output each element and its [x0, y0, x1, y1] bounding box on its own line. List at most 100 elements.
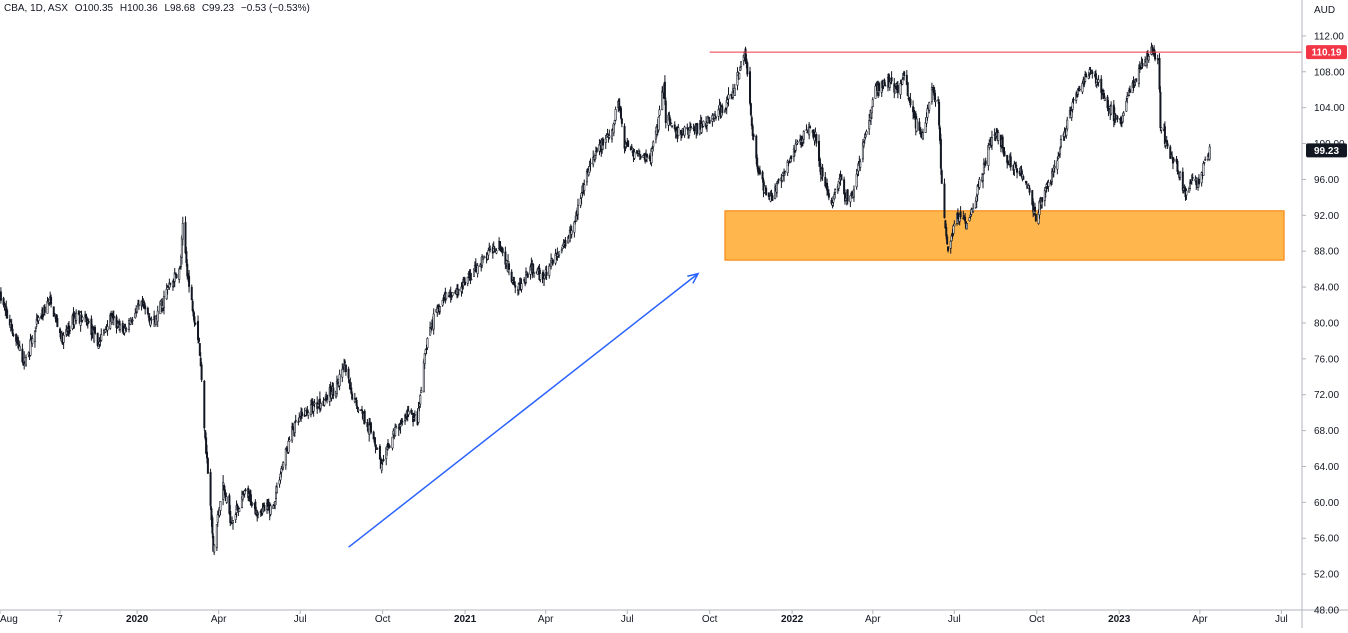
candle-body — [783, 170, 786, 173]
candle-body — [1033, 206, 1036, 212]
candle-body — [548, 265, 551, 276]
candle-body — [211, 517, 214, 534]
candle-body — [34, 326, 37, 329]
candle-body — [395, 426, 398, 428]
candle-body — [781, 175, 784, 181]
candle-body — [269, 505, 272, 515]
y-tick-label: 108.00 — [1314, 67, 1345, 78]
candle-body — [1085, 73, 1088, 78]
candle-body — [194, 322, 197, 325]
candle-body — [18, 346, 21, 351]
candle-body — [952, 225, 955, 234]
candle-body — [369, 422, 372, 433]
candle-body — [1116, 116, 1119, 120]
candle-body — [870, 106, 873, 114]
x-tick-label: 2021 — [454, 614, 477, 625]
candle-body — [162, 296, 165, 309]
candle-body — [859, 161, 862, 168]
candle-body — [216, 514, 219, 523]
resistance-price-badge — [1306, 45, 1347, 60]
candle-body — [307, 412, 310, 416]
candle-body — [146, 307, 149, 314]
candle-body — [608, 135, 611, 138]
candle-body — [1041, 197, 1044, 203]
candle-body — [1034, 214, 1037, 222]
candle-body — [630, 146, 633, 150]
candle-body — [338, 374, 341, 387]
candle-body — [205, 451, 208, 459]
candle-body — [1072, 98, 1075, 101]
x-tick-label: Jul — [294, 614, 307, 625]
candle-body — [683, 126, 686, 136]
candle-body — [353, 397, 356, 403]
candle-body — [1056, 160, 1059, 170]
candle-body — [388, 446, 391, 448]
candle-body — [93, 326, 96, 334]
candle-body — [964, 216, 967, 222]
candle-body — [376, 448, 379, 450]
candle-body — [380, 463, 383, 471]
candles-layer — [0, 42, 1211, 556]
candle-body — [786, 160, 789, 174]
candle-body — [476, 265, 479, 274]
candle-body — [312, 405, 315, 412]
candle-body — [2, 298, 5, 305]
candle-body — [401, 420, 404, 423]
annotation-layer — [348, 51, 1302, 548]
candle-body — [175, 274, 178, 279]
candle-body — [1154, 52, 1157, 60]
candle-body — [1158, 58, 1161, 90]
candle-body — [846, 189, 849, 202]
candle-body — [946, 236, 949, 245]
candle-body — [1121, 115, 1124, 123]
x-tick-label: 2022 — [781, 614, 804, 625]
y-tick-label: 48.00 — [1314, 606, 1339, 617]
candle-body — [906, 82, 909, 96]
candle-body — [878, 83, 881, 92]
trend-arrow-line — [348, 273, 699, 548]
candle-body — [213, 544, 216, 553]
candle-body — [131, 319, 134, 322]
candle-body — [293, 422, 296, 433]
candle-body — [112, 315, 115, 319]
candle-body — [1128, 89, 1131, 93]
x-tick-label: Oct — [702, 614, 718, 625]
candle-body — [191, 300, 194, 312]
candle-body — [363, 410, 366, 424]
candle-body — [1159, 91, 1162, 128]
candle-body — [169, 282, 172, 285]
candle-body — [215, 524, 218, 548]
candle-body — [1006, 154, 1009, 164]
candle-body — [0, 291, 2, 301]
candle-body — [520, 283, 523, 290]
candle-body — [136, 305, 139, 313]
candle-body — [119, 324, 122, 330]
x-tick-label: Apr — [1192, 614, 1208, 625]
candle-body — [775, 183, 778, 193]
candle-body — [809, 125, 812, 128]
candle-body — [106, 326, 109, 331]
candle-body — [59, 328, 62, 333]
candle-body — [652, 141, 655, 147]
candle-body — [350, 387, 353, 394]
candle-body — [633, 151, 636, 159]
candle-body — [1147, 56, 1150, 61]
candle-body — [244, 489, 247, 492]
candle-body — [968, 217, 971, 222]
candle-body — [570, 230, 573, 235]
y-tick-label: 68.00 — [1314, 426, 1339, 437]
candle-body — [664, 100, 667, 123]
candle-body — [1202, 163, 1205, 176]
candle-body — [288, 439, 291, 442]
candle-body — [758, 169, 761, 175]
candle-body — [341, 368, 344, 378]
candle-body — [263, 504, 266, 512]
candle-body — [940, 170, 943, 184]
candle-body — [366, 422, 369, 428]
candle-body — [790, 155, 793, 160]
candle-body — [771, 195, 774, 201]
candle-body — [347, 368, 350, 379]
candle-body — [1016, 168, 1019, 173]
y-tick-label: 80.00 — [1314, 318, 1339, 329]
